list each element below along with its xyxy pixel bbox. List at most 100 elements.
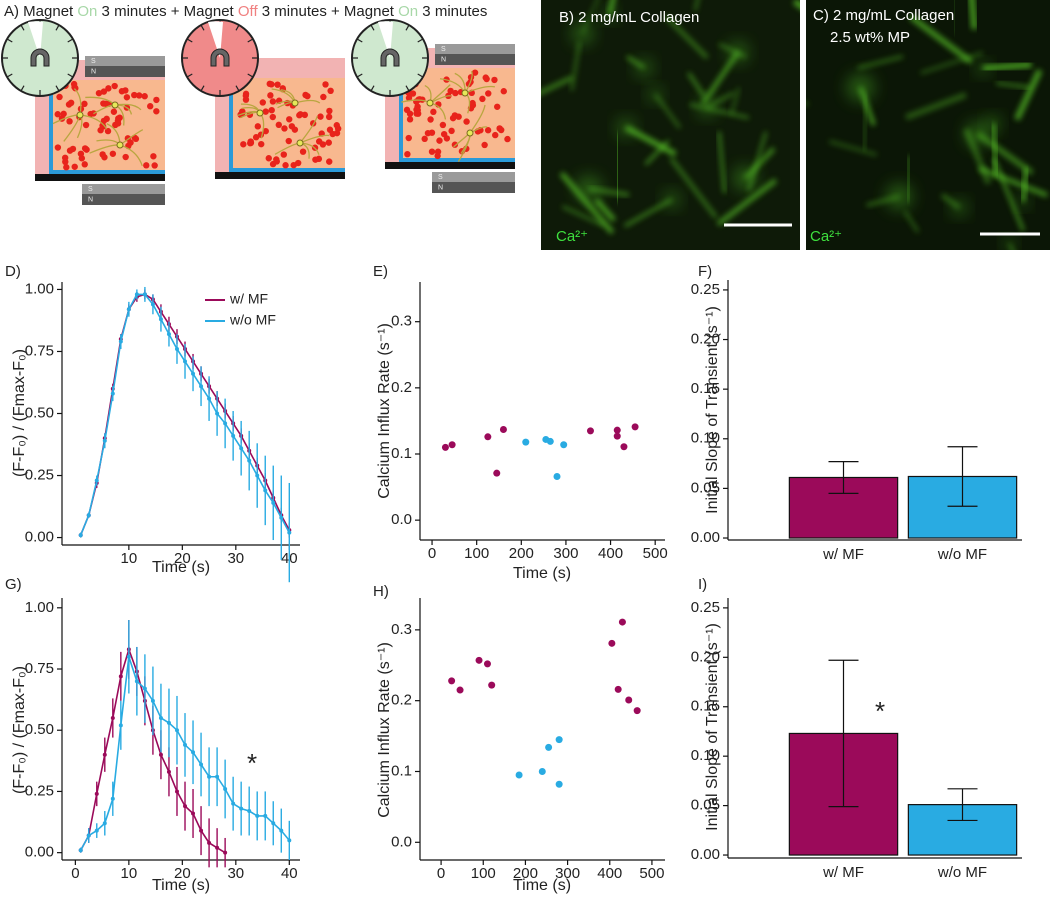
particle: [77, 150, 85, 157]
cell-body: [602, 7, 617, 22]
soma: [426, 99, 434, 107]
magnet-s: [82, 184, 165, 194]
panel-label: G): [5, 576, 22, 593]
magnet-icon: [210, 48, 230, 67]
y-tick-label: 0.00: [691, 529, 720, 546]
x-tick-label: 300: [555, 865, 580, 882]
particle: [109, 150, 117, 157]
particle: [262, 127, 269, 135]
particle: [427, 116, 434, 123]
cell-process: [747, 131, 768, 192]
y-tick-label: 0.75: [25, 342, 54, 359]
particle: [500, 88, 507, 95]
particle: [481, 141, 488, 149]
particle: [421, 135, 428, 143]
particle: [66, 118, 73, 125]
data-point: [110, 391, 115, 396]
data-point: [287, 530, 292, 535]
clock-tick: [67, 38, 74, 43]
cell-process: [857, 55, 904, 70]
data-point: [207, 774, 212, 779]
particle: [504, 135, 511, 143]
scatter-point: [553, 472, 561, 480]
data-point: [191, 371, 196, 376]
chamber-wall: [229, 78, 345, 172]
data-point: [158, 317, 163, 322]
particle: [439, 121, 447, 129]
cell-process: [717, 131, 726, 194]
particle: [286, 116, 293, 123]
x-tick-label: w/ MF: [822, 546, 864, 563]
cell-body: [975, 61, 990, 76]
data-point: [142, 292, 147, 297]
particle: [404, 150, 411, 158]
data-point: [166, 720, 171, 725]
data-point: [118, 339, 123, 344]
particle: [104, 127, 112, 135]
data-point: [118, 674, 123, 679]
particle: [484, 127, 492, 134]
data-point: [183, 742, 188, 747]
particle: [273, 156, 280, 163]
cell-process: [992, 158, 1025, 232]
particle: [87, 110, 94, 118]
particle: [247, 138, 254, 145]
particle: [100, 88, 108, 95]
particle: [242, 96, 250, 103]
clock-tick: [370, 85, 375, 92]
soma: [116, 141, 124, 149]
title-part: On: [77, 3, 97, 20]
particle: [70, 80, 78, 88]
particle: [147, 103, 154, 110]
magnet-s: [435, 44, 515, 54]
particle: [428, 148, 436, 155]
cell-process: [963, 128, 992, 185]
data-point: [223, 850, 228, 855]
panel-label: E): [373, 263, 388, 280]
scatter-point: [625, 696, 633, 704]
data-point: [126, 654, 131, 659]
data-point: [134, 292, 139, 297]
particle: [54, 111, 61, 118]
data-point: [207, 840, 212, 845]
particle: [105, 85, 112, 92]
particle: [491, 76, 498, 84]
data-point: [118, 723, 123, 728]
particle: [67, 99, 75, 107]
data-point: [86, 513, 91, 518]
particle: [114, 120, 122, 127]
cell-process: [990, 123, 999, 176]
clock-tick: [55, 24, 60, 31]
panel-a-title: A) Magnet On 3 minutes + Magnet Off 3 mi…: [4, 3, 487, 20]
x-tick-label: 40: [281, 865, 298, 882]
data-point: [215, 411, 220, 416]
particle: [285, 137, 292, 145]
data-point: [78, 533, 83, 538]
particle: [60, 110, 67, 118]
clock-tick: [235, 85, 240, 92]
neurite: [464, 85, 496, 94]
particle: [312, 156, 319, 163]
cell-body: [575, 175, 602, 202]
y-tick-label: 0.3: [391, 621, 412, 638]
particle: [102, 100, 110, 108]
magnet-label: S: [91, 58, 96, 65]
cell-process: [644, 139, 670, 166]
cell-process: [624, 125, 677, 157]
title-part: 3 minutes + Magnet: [258, 3, 399, 20]
title-part: On: [398, 3, 418, 20]
cell-body: [697, 98, 717, 117]
neurite: [299, 115, 318, 144]
x-tick-label: 100: [471, 865, 496, 882]
cell-process: [905, 92, 967, 121]
clock-tick: [370, 24, 375, 31]
x-tick-label: 100: [464, 545, 489, 562]
clock-tick: [417, 38, 424, 43]
cell-body: [663, 191, 681, 208]
particle: [274, 81, 281, 88]
clock-tick: [235, 24, 240, 31]
clock-tick: [20, 24, 25, 31]
particle: [71, 163, 78, 170]
